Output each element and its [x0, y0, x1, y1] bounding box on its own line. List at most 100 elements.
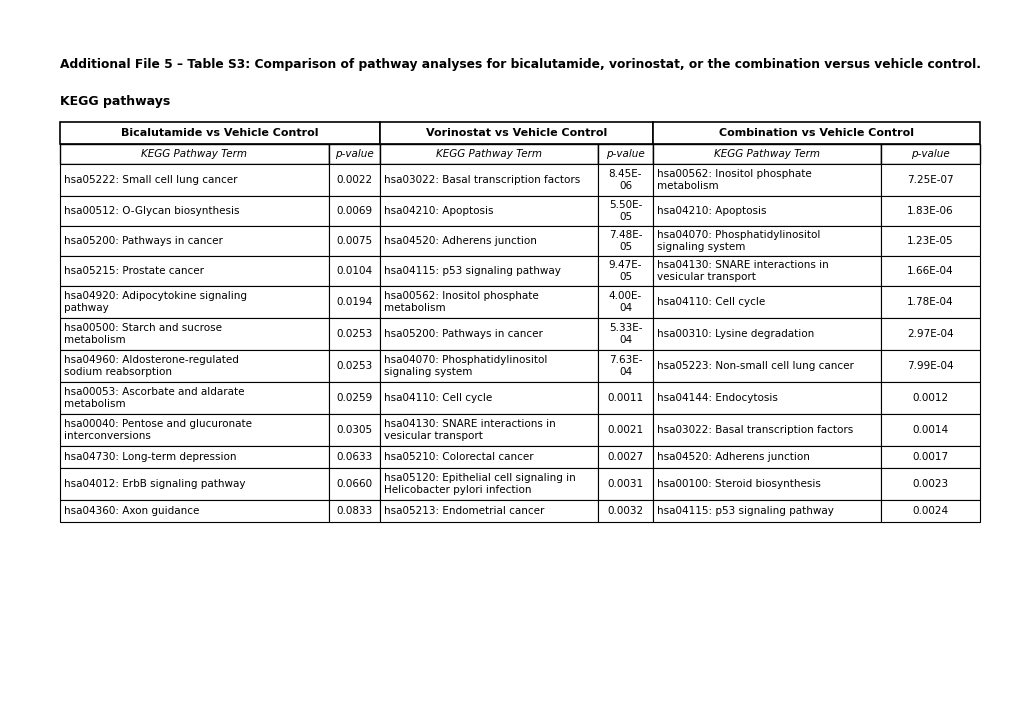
- Bar: [880, 256, 979, 286]
- Bar: [60, 196, 329, 226]
- Bar: [60, 144, 329, 164]
- Bar: [880, 226, 979, 256]
- Bar: [329, 196, 380, 226]
- Bar: [329, 144, 380, 164]
- Bar: [880, 350, 979, 382]
- Text: 0.0253: 0.0253: [336, 329, 372, 339]
- Text: hsa03022: Basal transcription factors: hsa03022: Basal transcription factors: [656, 425, 853, 435]
- Text: hsa00512: O-Glycan biosynthesis: hsa00512: O-Glycan biosynthesis: [64, 206, 239, 216]
- Bar: [597, 256, 652, 286]
- Bar: [380, 144, 597, 164]
- Text: 1.78E-04: 1.78E-04: [906, 297, 953, 307]
- Text: hsa04070: Phosphatidylinositol
signaling system: hsa04070: Phosphatidylinositol signaling…: [383, 355, 547, 377]
- Bar: [60, 226, 329, 256]
- Bar: [60, 122, 380, 144]
- Bar: [60, 318, 329, 350]
- Text: 9.47E-
05: 9.47E- 05: [608, 260, 642, 282]
- Text: 1.23E-05: 1.23E-05: [906, 236, 953, 246]
- Bar: [652, 414, 880, 446]
- Text: hsa05223: Non-small cell lung cancer: hsa05223: Non-small cell lung cancer: [656, 361, 853, 371]
- Text: 0.0014: 0.0014: [912, 425, 948, 435]
- Text: hsa04730: Long-term depression: hsa04730: Long-term depression: [64, 452, 236, 462]
- Bar: [597, 350, 652, 382]
- Text: hsa05215: Prostate cancer: hsa05215: Prostate cancer: [64, 266, 204, 276]
- Bar: [880, 500, 979, 522]
- Bar: [880, 164, 979, 196]
- Bar: [380, 382, 597, 414]
- Text: hsa04360: Axon guidance: hsa04360: Axon guidance: [64, 506, 199, 516]
- Text: 0.0253: 0.0253: [336, 361, 372, 371]
- Bar: [652, 164, 880, 196]
- Bar: [652, 468, 880, 500]
- Text: 0.0633: 0.0633: [336, 452, 372, 462]
- Text: hsa05222: Small cell lung cancer: hsa05222: Small cell lung cancer: [64, 175, 237, 185]
- Text: hsa00040: Pentose and glucuronate
interconversions: hsa00040: Pentose and glucuronate interc…: [64, 418, 252, 441]
- Text: 5.50E-
05: 5.50E- 05: [608, 199, 642, 222]
- Text: hsa05210: Colorectal cancer: hsa05210: Colorectal cancer: [383, 452, 533, 462]
- Text: 0.0032: 0.0032: [607, 506, 643, 516]
- Text: Combination vs Vehicle Control: Combination vs Vehicle Control: [718, 128, 913, 138]
- Bar: [60, 286, 329, 318]
- Bar: [652, 286, 880, 318]
- Text: hsa04920: Adipocytokine signaling
pathway: hsa04920: Adipocytokine signaling pathwa…: [64, 291, 247, 313]
- Bar: [329, 500, 380, 522]
- Text: 1.83E-06: 1.83E-06: [906, 206, 953, 216]
- Bar: [880, 286, 979, 318]
- Bar: [60, 446, 329, 468]
- Text: KEGG Pathway Term: KEGG Pathway Term: [713, 149, 819, 159]
- Bar: [380, 500, 597, 522]
- Bar: [880, 446, 979, 468]
- Bar: [329, 468, 380, 500]
- Text: hsa04115: p53 signaling pathway: hsa04115: p53 signaling pathway: [656, 506, 834, 516]
- Text: 1.66E-04: 1.66E-04: [906, 266, 953, 276]
- Bar: [880, 414, 979, 446]
- Bar: [329, 164, 380, 196]
- Bar: [60, 256, 329, 286]
- Bar: [597, 318, 652, 350]
- Text: 0.0194: 0.0194: [336, 297, 372, 307]
- Text: KEGG Pathway Term: KEGG Pathway Term: [142, 149, 248, 159]
- Bar: [880, 318, 979, 350]
- Bar: [329, 226, 380, 256]
- Bar: [380, 122, 652, 144]
- Text: 0.0027: 0.0027: [607, 452, 643, 462]
- Text: 0.0104: 0.0104: [336, 266, 372, 276]
- Text: hsa04115: p53 signaling pathway: hsa04115: p53 signaling pathway: [383, 266, 560, 276]
- Text: hsa05213: Endometrial cancer: hsa05213: Endometrial cancer: [383, 506, 544, 516]
- Text: 0.0023: 0.0023: [912, 479, 948, 489]
- Text: hsa00562: Inositol phosphate
metabolism: hsa00562: Inositol phosphate metabolism: [383, 291, 538, 313]
- Bar: [597, 446, 652, 468]
- Text: 0.0069: 0.0069: [336, 206, 372, 216]
- Bar: [329, 414, 380, 446]
- Text: 8.45E-
06: 8.45E- 06: [608, 168, 642, 192]
- Bar: [597, 164, 652, 196]
- Bar: [380, 468, 597, 500]
- Bar: [60, 350, 329, 382]
- Text: KEGG pathways: KEGG pathways: [60, 95, 170, 108]
- Text: hsa05200: Pathways in cancer: hsa05200: Pathways in cancer: [64, 236, 223, 246]
- Bar: [60, 382, 329, 414]
- Bar: [880, 196, 979, 226]
- Text: 0.0031: 0.0031: [607, 479, 643, 489]
- Bar: [597, 226, 652, 256]
- Bar: [652, 350, 880, 382]
- Text: 0.0021: 0.0021: [607, 425, 643, 435]
- Text: p-value: p-value: [605, 149, 644, 159]
- Bar: [329, 256, 380, 286]
- Text: hsa04110: Cell cycle: hsa04110: Cell cycle: [656, 297, 764, 307]
- Bar: [652, 446, 880, 468]
- Bar: [880, 144, 979, 164]
- Bar: [380, 446, 597, 468]
- Bar: [60, 164, 329, 196]
- Bar: [652, 256, 880, 286]
- Text: hsa04110: Cell cycle: hsa04110: Cell cycle: [383, 393, 492, 403]
- Bar: [380, 196, 597, 226]
- Bar: [380, 286, 597, 318]
- Text: 0.0075: 0.0075: [336, 236, 372, 246]
- Text: 7.99E-04: 7.99E-04: [906, 361, 953, 371]
- Bar: [597, 382, 652, 414]
- Bar: [329, 382, 380, 414]
- Bar: [597, 500, 652, 522]
- Text: Vorinostat vs Vehicle Control: Vorinostat vs Vehicle Control: [426, 128, 606, 138]
- Text: p-value: p-value: [335, 149, 374, 159]
